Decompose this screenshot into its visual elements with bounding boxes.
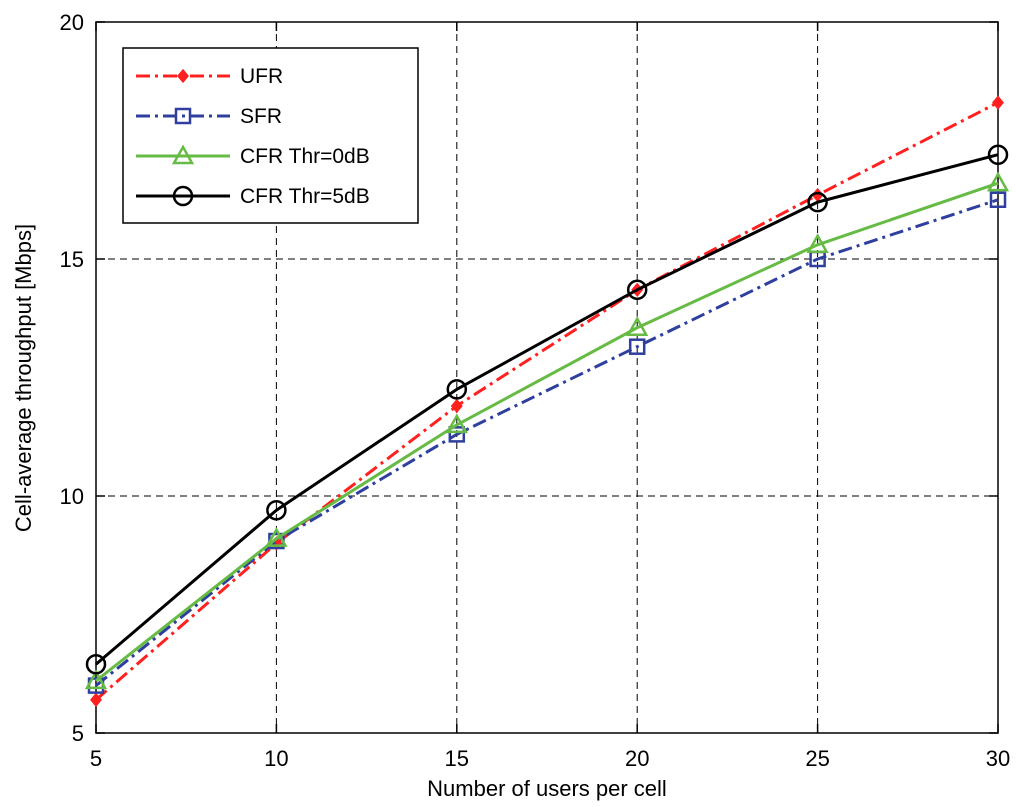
data-point-sfr [448,426,466,443]
series-line-cfr-thr-5db [95,153,999,666]
series-layer [84,95,1010,707]
legend-item-sfr: SFR [136,105,282,128]
legend-marker [174,107,192,125]
data-point-cfr-thr-5db [85,654,107,675]
legend: UFR SFR CFR Thr=0dB CFR Thr=5dB [122,47,419,224]
x-axis-title: Number of users per cell [427,776,667,801]
legend-item-cfr-thr-5db: CFR Thr=5dB [136,185,370,208]
x-tick-label: 25 [805,746,829,771]
data-point-cfr-thr-5db [446,379,468,400]
data-point-sfr [628,338,646,355]
grid [96,22,998,733]
legend-item-cfr-thr-0db: CFR Thr=0dB [136,144,370,168]
series-line-cfr-thr-0db [95,181,999,683]
data-point-cfr-thr-0db [986,171,1010,192]
legend-label: SFR [240,105,282,128]
data-point-ufr [450,398,463,414]
data-point-ufr [90,692,102,707]
y-tick-label: 5 [72,721,84,746]
data-point-cfr-thr-0db [445,413,468,434]
legend-label: CFR Thr=5dB [240,185,370,208]
series-line-ufr [95,101,999,701]
data-point-sfr [989,191,1007,208]
data-point-cfr-thr-5db [807,191,828,213]
series-line-sfr [95,198,999,687]
legend-marker [177,68,189,84]
y-tick-label: 20 [60,10,84,35]
data-point-cfr-thr-0db [626,316,649,336]
legend-item-ufr: UFR [136,65,283,88]
tick-labels: 5 10 15 20 25 30 5 10 15 20 [60,10,1011,771]
x-tick-label: 5 [90,746,102,771]
x-tick-label: 30 [986,746,1010,771]
data-point-cfr-thr-5db [987,144,1009,165]
y-axis-title: Cell-average throughput [Mbps] [11,224,36,532]
data-point-cfr-thr-0db [806,233,829,254]
y-tick-label: 15 [60,247,84,272]
series-cfr-thr-0db [84,171,1010,690]
legend-label: UFR [240,65,283,88]
legend-marker [172,185,194,207]
plot-frame [95,21,999,734]
series-cfr-thr-5db [85,144,1009,675]
legend-marker [171,144,195,165]
x-tick-label: 15 [445,746,469,771]
y-tick-label: 10 [60,484,84,509]
x-tick-label: 20 [625,746,649,771]
x-tick-label: 10 [264,746,288,771]
data-point-cfr-thr-5db [266,499,287,521]
data-point-ufr [992,95,1004,110]
data-point-cfr-thr-0db [265,527,288,547]
data-point-cfr-thr-0db [84,669,108,690]
axis-ticks [95,21,999,734]
data-point-cfr-thr-5db [626,279,648,301]
legend-label: CFR Thr=0dB [240,145,370,168]
